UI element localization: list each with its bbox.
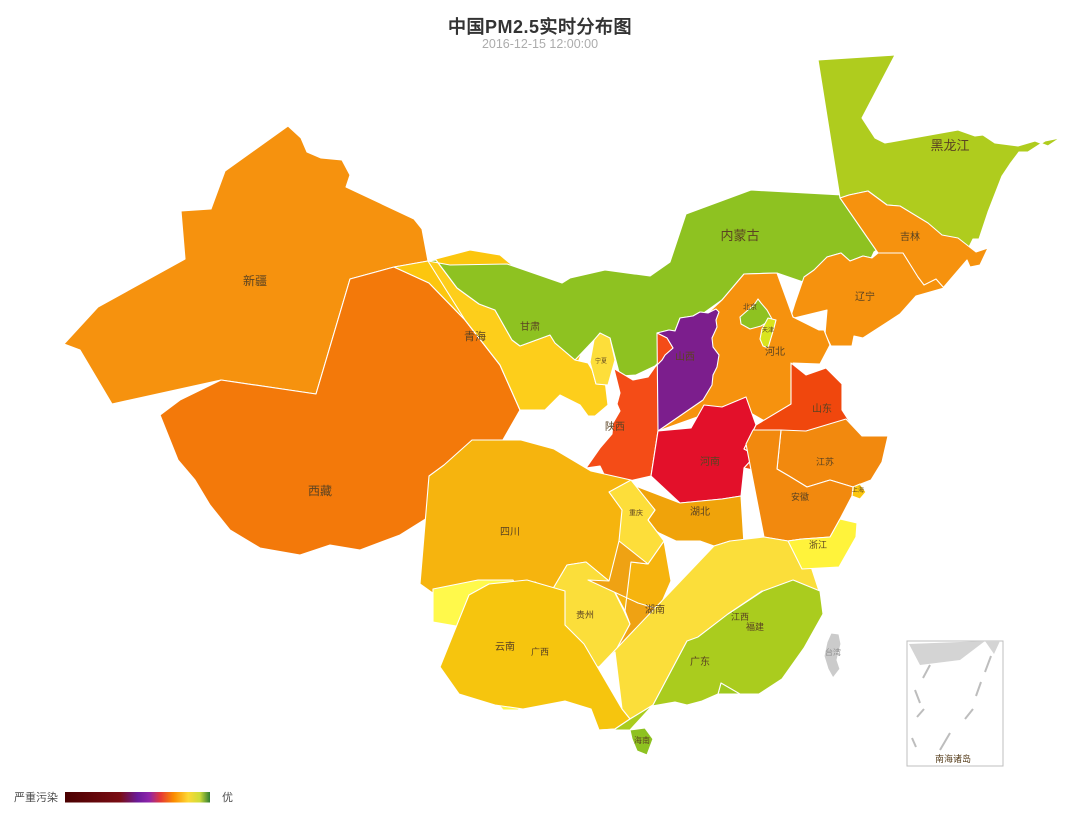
svg-text:新疆: 新疆 — [243, 273, 267, 288]
svg-text:宁夏: 宁夏 — [595, 357, 607, 365]
svg-text:内蒙古: 内蒙古 — [720, 228, 759, 243]
svg-text:西藏: 西藏 — [308, 484, 332, 498]
svg-text:天津: 天津 — [762, 327, 774, 334]
svg-text:贵州: 贵州 — [576, 609, 594, 620]
svg-text:广东: 广东 — [690, 655, 710, 668]
svg-text:四川: 四川 — [500, 527, 520, 538]
svg-text:河南: 河南 — [700, 455, 720, 468]
svg-text:优: 优 — [222, 791, 233, 804]
svg-text:重庆: 重庆 — [629, 508, 643, 517]
svg-text:南海诸岛: 南海诸岛 — [935, 753, 971, 764]
svg-text:山西: 山西 — [675, 351, 695, 363]
svg-text:陕西: 陕西 — [605, 420, 625, 433]
svg-text:湖南: 湖南 — [645, 603, 665, 616]
svg-text:浙江: 浙江 — [809, 539, 827, 550]
svg-text:江苏: 江苏 — [816, 456, 834, 467]
svg-text:严重污染: 严重污染 — [14, 790, 58, 804]
svg-text:台湾: 台湾 — [825, 647, 841, 657]
svg-text:海南: 海南 — [634, 735, 650, 745]
svg-text:河北: 河北 — [765, 346, 785, 358]
svg-text:山东: 山东 — [812, 402, 832, 415]
svg-text:甘肃: 甘肃 — [520, 320, 540, 333]
svg-text:上海: 上海 — [852, 486, 864, 494]
svg-text:安徽: 安徽 — [791, 491, 809, 502]
svg-text:湖北: 湖北 — [690, 506, 710, 518]
svg-text:福建: 福建 — [746, 621, 764, 632]
svg-text:青海: 青海 — [464, 329, 486, 343]
svg-text:广西: 广西 — [531, 646, 549, 657]
svg-text:黑龙江: 黑龙江 — [930, 138, 969, 153]
svg-text:云南: 云南 — [495, 640, 515, 653]
svg-text:吉林: 吉林 — [900, 230, 920, 243]
svg-text:辽宁: 辽宁 — [855, 290, 875, 303]
svg-text:北京: 北京 — [743, 302, 757, 311]
svg-text:江西: 江西 — [731, 612, 749, 622]
